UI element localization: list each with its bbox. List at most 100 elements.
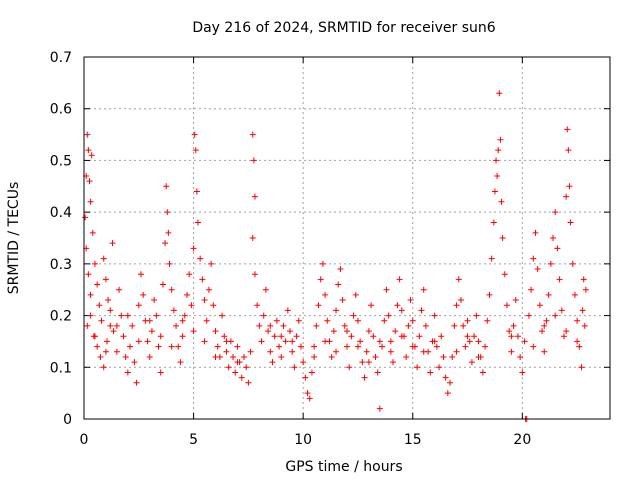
data-point [293, 333, 300, 340]
data-point [308, 369, 315, 376]
data-point [337, 266, 344, 273]
data-point [118, 312, 125, 319]
data-point [494, 172, 501, 179]
y-tick-label: 0.1 [50, 360, 72, 376]
data-point [354, 317, 361, 324]
data-point [521, 338, 528, 345]
data-point [122, 353, 129, 360]
data-point [517, 353, 524, 360]
data-point [230, 353, 237, 360]
data-point [179, 333, 186, 340]
data-point [556, 276, 563, 283]
data-point [442, 374, 449, 381]
data-point [282, 338, 289, 345]
data-point [243, 364, 250, 371]
data-point [98, 317, 105, 324]
data-point [451, 322, 458, 329]
data-point [427, 369, 434, 376]
data-point [473, 312, 480, 319]
data-point [262, 286, 269, 293]
data-point [306, 395, 313, 402]
data-point [89, 229, 96, 236]
data-point [225, 364, 232, 371]
data-point [280, 322, 287, 329]
data-point [416, 333, 423, 340]
data-point [506, 328, 513, 335]
data-point [214, 343, 221, 350]
data-point [107, 307, 114, 314]
data-point [536, 302, 543, 309]
data-point [565, 147, 572, 154]
data-point [203, 317, 210, 324]
data-point [84, 322, 91, 329]
data-point [530, 343, 537, 350]
data-point [361, 374, 368, 381]
data-point [256, 322, 263, 329]
data-point [102, 348, 109, 355]
data-point [372, 353, 379, 360]
data-point [498, 198, 505, 205]
data-point [251, 271, 258, 278]
x-tick-label: 5 [189, 432, 198, 448]
data-point [530, 255, 537, 262]
data-point [363, 348, 370, 355]
plot-frame [83, 56, 611, 420]
data-point [199, 276, 206, 283]
data-point [87, 312, 94, 319]
data-point [315, 302, 322, 309]
data-point [104, 338, 111, 345]
data-point [146, 353, 153, 360]
data-point [135, 338, 142, 345]
data-point [519, 369, 526, 376]
data-point [144, 338, 151, 345]
data-point [541, 348, 548, 355]
data-point [394, 302, 401, 309]
data-point [532, 229, 539, 236]
data-point [333, 307, 340, 314]
data-point [468, 359, 475, 366]
data-point [541, 322, 548, 329]
data-point [165, 229, 172, 236]
data-point [168, 286, 175, 293]
data-point [376, 338, 383, 345]
data-point [552, 209, 559, 216]
data-point [558, 307, 565, 314]
data-point [574, 317, 581, 324]
data-point [193, 188, 200, 195]
data-point [431, 312, 438, 319]
data-point [88, 152, 95, 159]
data-point [105, 297, 112, 304]
data-point [488, 255, 495, 262]
data-point [271, 333, 278, 340]
data-point [387, 348, 394, 355]
data-point [545, 291, 552, 298]
data-point [493, 157, 500, 164]
data-point [124, 369, 131, 376]
data-point [210, 302, 217, 309]
data-point [157, 333, 164, 340]
data-point [247, 348, 254, 355]
data-point [190, 245, 197, 252]
data-point [157, 369, 164, 376]
data-point [186, 271, 193, 278]
data-point [486, 291, 493, 298]
data-point [116, 286, 123, 293]
data-point [341, 322, 348, 329]
data-point [457, 297, 464, 304]
data-point [539, 328, 546, 335]
data-point [168, 343, 175, 350]
data-point [479, 369, 486, 376]
data-point [221, 333, 228, 340]
data-point [124, 312, 131, 319]
data-point [379, 343, 386, 350]
x-tick-label: 20 [513, 432, 531, 448]
data-point [444, 390, 451, 397]
data-point [475, 353, 482, 360]
data-point [550, 235, 557, 241]
data-point [508, 348, 515, 355]
data-point [398, 307, 405, 314]
data-point [348, 333, 355, 340]
data-point [453, 302, 460, 309]
data-point [418, 307, 425, 314]
data-point [574, 338, 581, 345]
